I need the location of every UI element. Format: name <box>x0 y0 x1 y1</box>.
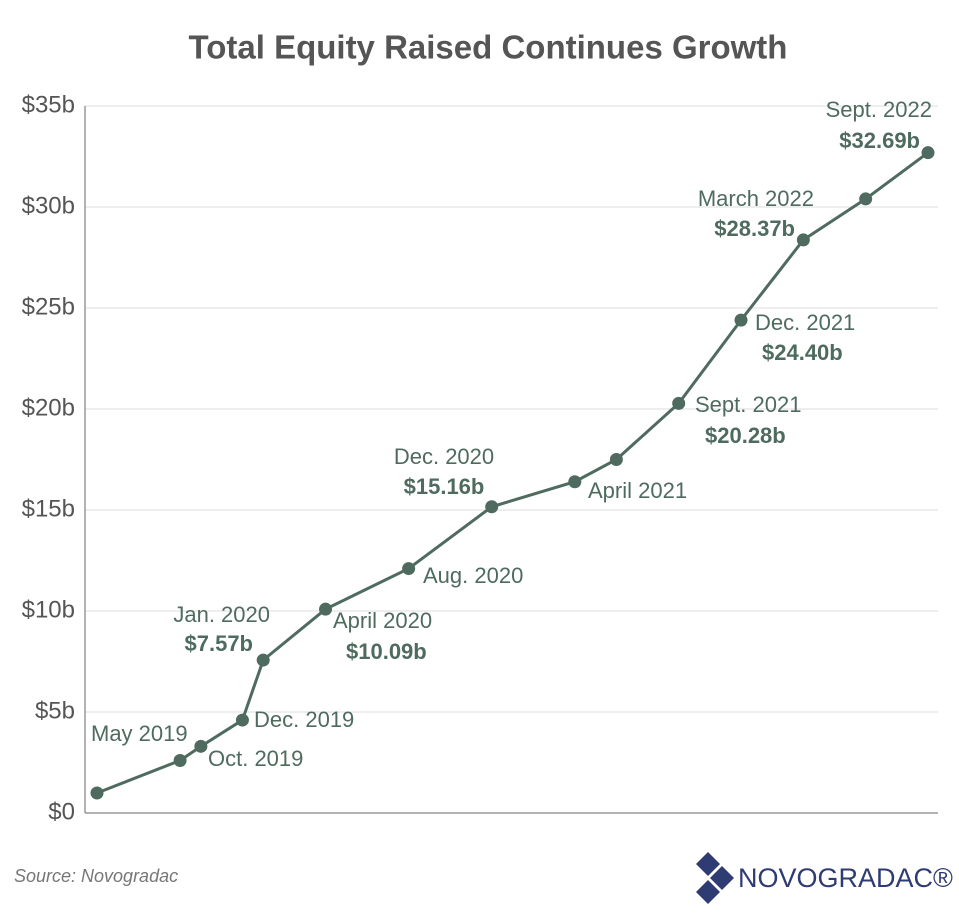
value-label: $7.57b <box>185 631 254 656</box>
y-tick-label: $0 <box>48 798 75 825</box>
data-point <box>319 602 333 616</box>
point-label: Sept. 2021 <box>695 392 801 417</box>
data-point <box>402 562 416 576</box>
point-label: Sept. 2022 <box>826 97 932 122</box>
value-label: $10.09b <box>346 639 427 664</box>
point-label: March 2022 <box>698 186 814 211</box>
data-point <box>796 233 810 247</box>
value-label: $20.28b <box>705 423 786 448</box>
data-point <box>194 739 208 753</box>
point-label: Jan. 2020 <box>173 602 270 627</box>
data-point <box>609 453 623 466</box>
point-label: Dec. 2020 <box>394 444 494 469</box>
point-label: April 2021 <box>588 478 687 503</box>
y-tick-label: $25b <box>22 293 75 320</box>
y-tick-label: $10b <box>22 596 75 623</box>
point-label: April 2020 <box>333 608 432 633</box>
data-point <box>485 500 499 514</box>
y-tick-label: $30b <box>22 192 75 219</box>
data-point <box>568 475 582 489</box>
logo-text: NOVOGRADAC® <box>738 863 953 893</box>
data-point <box>921 146 935 160</box>
value-label: $24.40b <box>762 340 843 365</box>
data-point <box>672 396 686 410</box>
data-point <box>256 653 270 667</box>
logo-icon <box>696 852 734 904</box>
value-label: $28.37b <box>714 216 795 241</box>
data-point <box>90 786 104 800</box>
point-label: Oct. 2019 <box>208 746 303 771</box>
y-tick-label: $35b <box>22 91 75 118</box>
data-point <box>734 313 748 327</box>
data-point <box>859 192 873 206</box>
data-line <box>96 151 929 795</box>
data-point <box>173 753 187 767</box>
point-label: Dec. 2021 <box>755 310 855 335</box>
point-label: May 2019 <box>91 721 188 746</box>
value-label: $15.16b <box>404 474 485 499</box>
source: Source: Novogradac <box>14 866 178 886</box>
y-tick-label: $5b <box>35 697 75 724</box>
data-point <box>235 713 249 727</box>
value-label: $32.69b <box>839 128 920 153</box>
point-label: Aug. 2020 <box>423 563 523 588</box>
chart-title: Total Equity Raised Continues Growth <box>189 29 788 66</box>
point-label: Dec. 2019 <box>254 707 354 732</box>
y-tick-label: $15b <box>22 495 75 522</box>
y-tick-label: $20b <box>22 394 75 421</box>
